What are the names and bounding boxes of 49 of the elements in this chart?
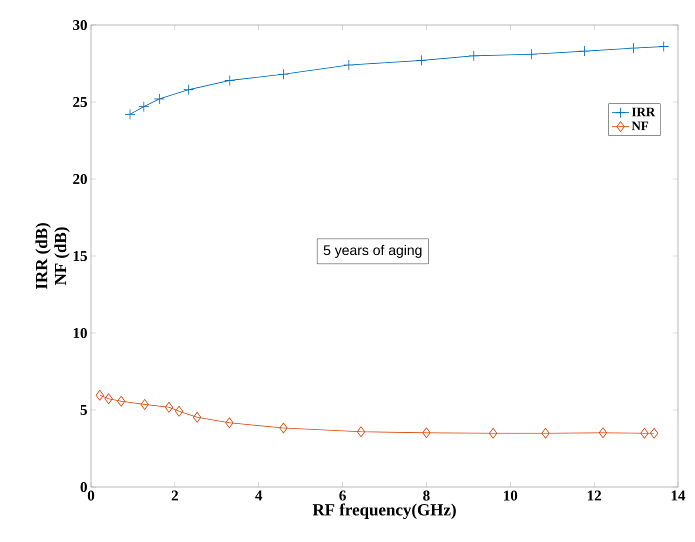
point [628, 42, 639, 54]
x-tick-label: 12 [588, 490, 601, 500]
x-tick-label: 10 [504, 490, 518, 501]
y-tick-label: 10 [74, 328, 87, 338]
point [279, 422, 288, 434]
x-tick-label: 14 [672, 490, 686, 500]
x-tick-label: 2 [172, 490, 178, 500]
point [640, 428, 649, 439]
point [117, 396, 126, 407]
legend-label: NF [632, 122, 648, 130]
x-tick-label: 0 [88, 490, 94, 501]
y-tick-label: 25 [73, 96, 87, 108]
point [650, 428, 658, 439]
y-tick-label: 20 [73, 174, 87, 184]
point [138, 101, 150, 112]
point [579, 46, 590, 57]
point [104, 393, 113, 404]
point [416, 55, 427, 66]
point [343, 60, 354, 70]
point [124, 108, 136, 120]
point [422, 427, 431, 438]
legend-label: IRR [632, 108, 656, 116]
point [183, 84, 194, 96]
point [96, 390, 104, 401]
point [356, 426, 366, 438]
y-tick-label: 15 [74, 251, 87, 261]
point [140, 399, 149, 410]
x-tick-label: 6 [339, 490, 346, 501]
x-tick-label: 8 [423, 490, 430, 501]
point [526, 48, 538, 60]
y-axis-title: IRR (dB) NF (dB) [35, 223, 70, 290]
y-tick-label: 0 [80, 482, 87, 492]
point [224, 75, 236, 86]
point [488, 428, 498, 439]
y-tick-label: 5 [80, 405, 87, 415]
point [598, 427, 608, 438]
point [174, 406, 184, 417]
point [658, 41, 670, 52]
point [541, 428, 550, 439]
point [192, 412, 202, 423]
point [164, 402, 174, 413]
point [278, 68, 289, 80]
y-tick-label: 30 [73, 20, 87, 30]
point [225, 417, 234, 428]
x-tick-label: 4 [255, 490, 262, 500]
point [154, 94, 165, 104]
x-axis-title: RF frequency(GHz) [312, 503, 456, 520]
annotation: 5 years of aging [324, 244, 422, 258]
point [468, 50, 480, 62]
